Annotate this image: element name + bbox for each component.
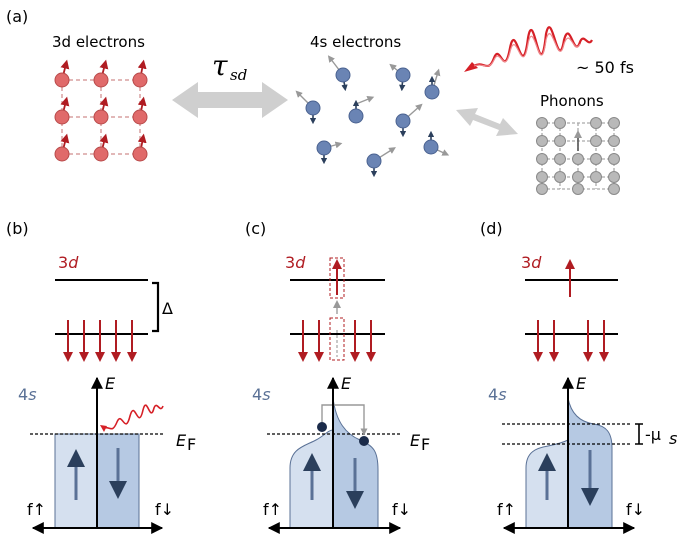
panel-d: (d) 3d 4s -μ s E f↑ f↓ (480, 219, 677, 534)
phonon-lattice (536, 117, 620, 195)
band-4s-label: 4s (18, 385, 37, 404)
energy-label: E (105, 374, 116, 393)
level-3d-label: 3d (285, 253, 306, 272)
level-3d-label: 3d (58, 253, 79, 272)
flipped-spin-box (329, 257, 345, 299)
pulse-duration-label: ~ 50 fs (576, 58, 634, 77)
fermi-subscript: F (187, 435, 196, 454)
phonon-coupling-arrow (456, 108, 518, 136)
electron-dot (359, 436, 369, 446)
fermi-subscript: F (421, 435, 430, 454)
majority-3d-spins (63, 320, 137, 362)
laser-pulse-icon (464, 26, 593, 72)
energy-label: E (576, 374, 587, 393)
fermi-label: E (410, 431, 421, 450)
spin-flip-scattering-path (321, 404, 368, 436)
hole-dot (317, 422, 327, 432)
f-up-label: f↑ (497, 500, 516, 519)
s-electrons-label: 4s electrons (310, 33, 401, 51)
majority-3d-spins (533, 320, 609, 362)
panel-b: (b) 3d Δ 4s E E F f↑ f↓ (6, 219, 196, 534)
mu-subscript: s (669, 429, 677, 448)
majority-3d-spins (298, 320, 376, 362)
band-4s-label: 4s (488, 385, 507, 404)
panel-b-label: (b) (6, 219, 29, 238)
f-up-label: f↑ (263, 500, 282, 519)
tau-subscript: sd (230, 66, 247, 84)
panel-c: (c) 3d 4s E E F f↑ f↓ (245, 219, 430, 534)
tau-symbol: τ (212, 49, 228, 82)
panel-d-label: (d) (480, 219, 503, 238)
d-electron-lattice (54, 59, 148, 162)
excitation-pulse-icon (100, 404, 164, 432)
d-electrons-label: 3d electrons (52, 33, 145, 51)
tau-exchange-arrow (172, 82, 288, 118)
delta-bracket (152, 281, 160, 333)
vacancy-box (329, 317, 345, 361)
panel-a: (a) 3d electrons 4s electrons τ sd (6, 7, 634, 195)
f-down-label: f↓ (392, 500, 411, 519)
panel-a-label: (a) (6, 7, 28, 26)
f-down-label: f↓ (626, 500, 645, 519)
level-3d-label: 3d (521, 253, 542, 272)
s-electron-gas (295, 55, 450, 178)
panel-c-label: (c) (245, 219, 266, 238)
band-4s-label: 4s (252, 385, 271, 404)
delta-label: Δ (162, 299, 173, 318)
mu-bracket (635, 423, 643, 445)
phonons-label: Phonons (540, 92, 604, 110)
fermi-label: E (176, 431, 187, 450)
f-down-label: f↓ (155, 500, 174, 519)
f-up-label: f↑ (27, 500, 46, 519)
energy-label: E (341, 374, 352, 393)
mu-label: -μ (645, 425, 661, 444)
